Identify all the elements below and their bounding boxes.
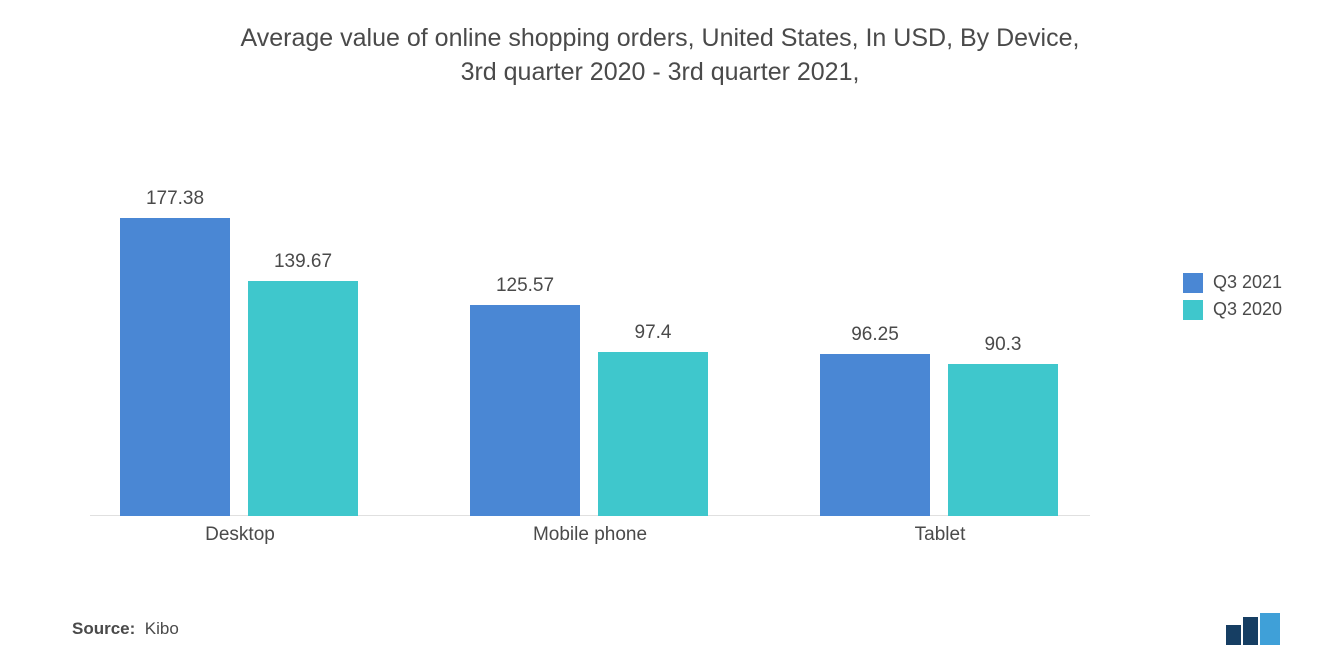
bar: 97.4	[598, 352, 708, 516]
legend-swatch-icon	[1183, 273, 1203, 293]
bar-value-label: 97.4	[635, 322, 672, 344]
category-label: Desktop	[110, 524, 370, 546]
bar-value-label: 139.67	[274, 251, 332, 273]
bar-value-label: 177.38	[146, 188, 204, 210]
legend-item-q3-2020: Q3 2020	[1183, 299, 1282, 320]
bar-value-label: 96.25	[851, 324, 899, 346]
bar: 177.38	[120, 218, 230, 516]
brand-logo-icon	[1224, 613, 1284, 645]
category-label: Mobile phone	[460, 524, 720, 546]
chart-legend: Q3 2021 Q3 2020	[1183, 272, 1282, 326]
bar: 139.67	[248, 281, 358, 516]
legend-swatch-icon	[1183, 300, 1203, 320]
legend-label: Q3 2020	[1213, 299, 1282, 320]
legend-item-q3-2021: Q3 2021	[1183, 272, 1282, 293]
chart-title-line2: 3rd quarter 2020 - 3rd quarter 2021,	[170, 56, 1150, 90]
chart-container: Average value of online shopping orders,…	[0, 0, 1320, 665]
source-name: Kibo	[145, 619, 179, 638]
chart-title-line1: Average value of online shopping orders,…	[170, 22, 1150, 56]
chart-plot-area: 177.38139.67Desktop125.5797.4Mobile phon…	[90, 180, 1090, 550]
legend-label: Q3 2021	[1213, 272, 1282, 293]
bar: 96.25	[820, 354, 930, 516]
bar-value-label: 90.3	[985, 334, 1022, 356]
source-prefix: Source:	[72, 619, 135, 638]
source-attribution: Source: Kibo	[72, 619, 179, 639]
bar-value-label: 125.57	[496, 275, 554, 297]
bar: 125.57	[470, 305, 580, 516]
chart-title: Average value of online shopping orders,…	[0, 22, 1320, 90]
bar: 90.3	[948, 364, 1058, 516]
category-label: Tablet	[810, 524, 1070, 546]
chart-baseline	[90, 515, 1090, 516]
